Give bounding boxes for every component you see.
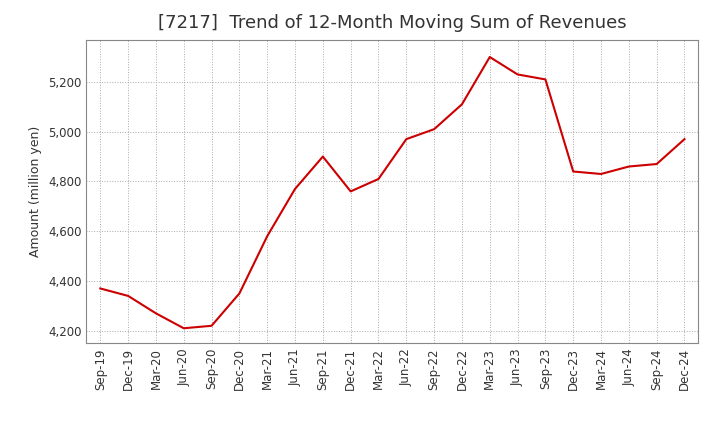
Y-axis label: Amount (million yen): Amount (million yen) xyxy=(30,126,42,257)
Title: [7217]  Trend of 12-Month Moving Sum of Revenues: [7217] Trend of 12-Month Moving Sum of R… xyxy=(158,15,626,33)
